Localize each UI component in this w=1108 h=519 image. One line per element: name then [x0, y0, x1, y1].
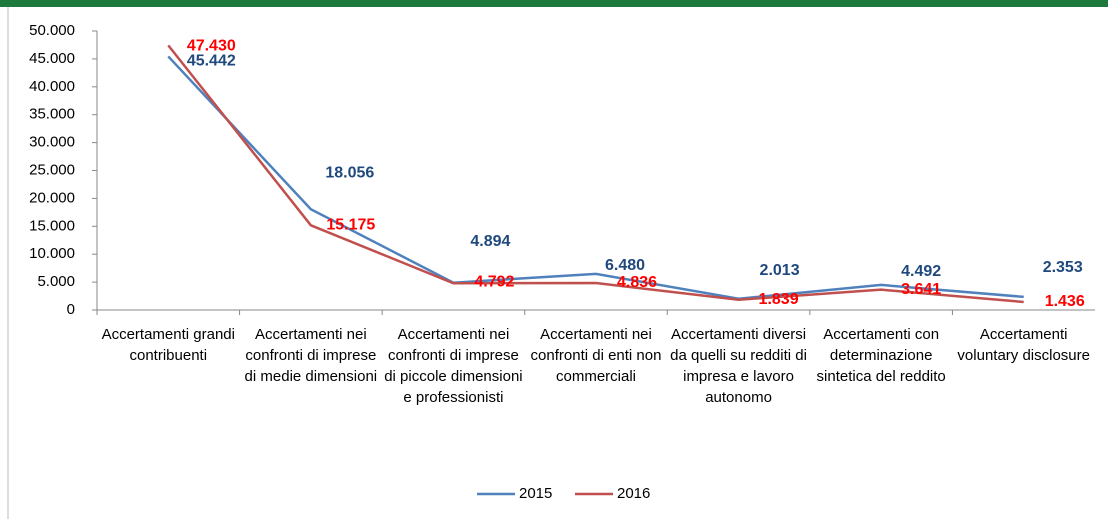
- y-tick-label: 10.000: [29, 245, 75, 262]
- x-tick-label: Accertamenti nei confronti di imprese di…: [384, 326, 523, 406]
- x-tick-label: Accertamenti nei confronti di imprese di…: [244, 326, 378, 385]
- data-label: 4.792: [474, 273, 514, 290]
- header-bar: [0, 0, 1108, 7]
- data-label: 15.175: [326, 217, 375, 234]
- y-tick-label: 30.000: [29, 134, 75, 151]
- data-label: 6.480: [605, 257, 645, 274]
- data-label: 45.442: [187, 53, 236, 70]
- y-tick-label: 50.000: [29, 22, 75, 39]
- data-label: 3.641: [901, 281, 941, 298]
- y-tick-label: 20.000: [29, 189, 75, 206]
- legend-label: 2015: [519, 485, 552, 502]
- line-series: [167, 44, 1024, 304]
- data-label: 1.436: [1045, 293, 1085, 310]
- data-label: 2.353: [1043, 259, 1083, 276]
- y-tick-label: 25.000: [29, 161, 75, 178]
- legend-label: 2016: [617, 485, 650, 502]
- y-tick-label: 5.000: [37, 273, 75, 290]
- data-label: 1.839: [759, 291, 799, 308]
- data-label: 4.836: [617, 274, 657, 291]
- x-tick-label: Accertamenti voluntary disclosure: [957, 326, 1090, 364]
- y-tick-label: 40.000: [29, 78, 75, 95]
- y-tick-label: 35.000: [29, 106, 75, 123]
- x-tick-label: Accertamenti con determinazione sintetic…: [816, 326, 946, 385]
- y-tick-label: 15.000: [29, 217, 75, 234]
- x-tick-label: Accertamenti grandi contribuenti: [101, 326, 235, 364]
- data-label: 4.894: [470, 233, 510, 250]
- data-label: 4.492: [901, 263, 941, 280]
- y-tick-label: 0: [67, 301, 75, 318]
- x-tick-label: Accertamenti nei confronti di enti non c…: [530, 326, 662, 385]
- y-tick-label: 45.000: [29, 50, 75, 67]
- x-tick-label: Accertamenti diversi da quelli su reddit…: [670, 326, 807, 406]
- data-label: 2.013: [760, 262, 800, 279]
- data-label: 47.430: [187, 38, 236, 55]
- line-series: [167, 55, 1024, 301]
- data-label: 18.056: [325, 164, 374, 181]
